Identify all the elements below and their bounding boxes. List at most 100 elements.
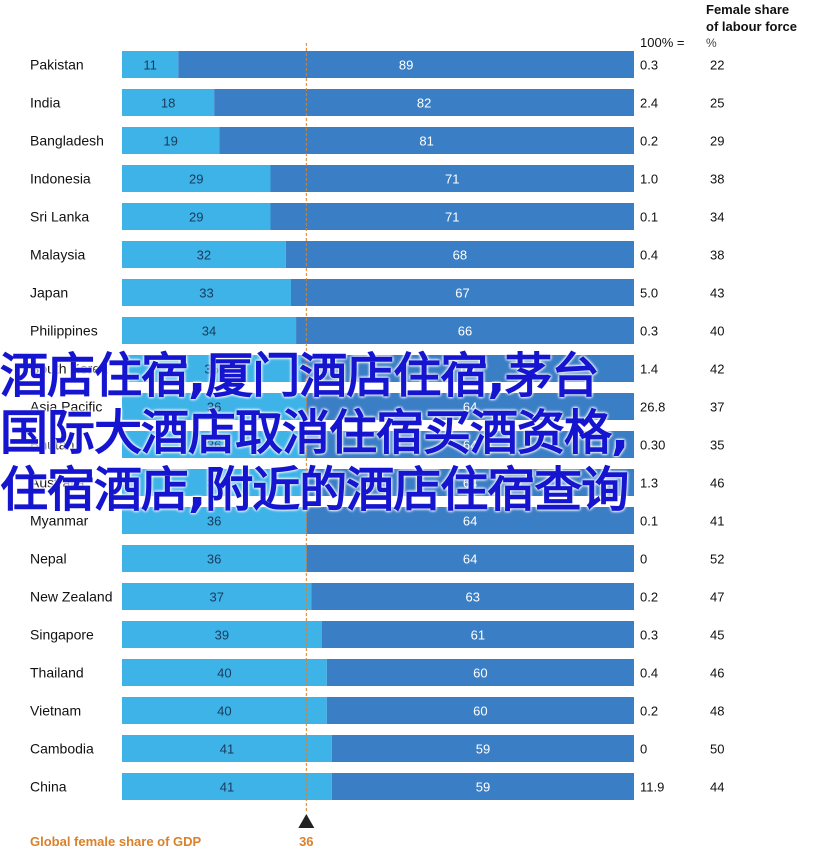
labour-share-value-singapore: 45: [710, 628, 724, 643]
country-label-indonesia: Indonesia: [30, 171, 91, 187]
labour-share-value-philippines: 40: [710, 324, 724, 339]
bar-rest-china: [331, 773, 634, 800]
bar-share-philippines: [122, 317, 297, 344]
bar-share-value-china: 41: [220, 780, 234, 795]
labour-share-value-asia-pacific: 37: [710, 400, 724, 415]
gdp-value-sri-lanka: 0.1: [640, 210, 658, 225]
bar-share-vietnam: [122, 697, 327, 724]
bar-share-value-myanmar: 36: [207, 514, 221, 529]
labour-share-value-vietnam: 48: [710, 704, 724, 719]
bar-rest-asia-pacific: [306, 393, 634, 420]
bar-share-value-sri-lanka: 29: [189, 210, 203, 225]
country-label-philippines: Philippines: [30, 323, 98, 339]
bar-rest-value-cambodia: 59: [476, 742, 490, 757]
bar-share-sri-lanka: [122, 203, 271, 230]
bar-rest-value-south-korea: 65: [460, 362, 474, 377]
bar-share-value-philippines: 34: [202, 324, 216, 339]
bar-share-value-indonesia: 29: [189, 172, 203, 187]
right-header-title-1: Female share: [706, 2, 789, 17]
country-label-nepal: Nepal: [30, 551, 67, 567]
country-label-cambodia: Cambodia: [30, 741, 94, 757]
gdp-value-australia: 1.3: [640, 476, 658, 491]
country-label-sri-lanka: Sri Lanka: [30, 209, 89, 225]
labour-share-value-south-korea: 42: [710, 362, 724, 377]
bar-rest-value-philippines: 66: [458, 324, 472, 339]
bar-rest-sri-lanka: [270, 203, 634, 230]
bar-rest-bhutan: [306, 431, 634, 458]
bar-share-value-vietnam: 40: [217, 704, 231, 719]
gdp-value-singapore: 0.3: [640, 628, 658, 643]
country-label-pakistan: Pakistan: [30, 57, 84, 73]
country-label-thailand: Thailand: [30, 665, 84, 681]
bar-rest-south-korea: [301, 355, 634, 382]
bar-rest-value-vietnam: 60: [473, 704, 487, 719]
bar-share-value-cambodia: 41: [220, 742, 234, 757]
labour-share-value-thailand: 46: [710, 666, 724, 681]
labour-share-value-indonesia: 38: [710, 172, 724, 187]
bar-share-cambodia: [122, 735, 332, 762]
country-label-japan: Japan: [30, 285, 68, 301]
gdp-value-china: 11.9: [640, 780, 664, 795]
bar-rest-value-japan: 67: [455, 286, 469, 301]
bar-share-singapore: [122, 621, 322, 648]
gdp-value-asia-pacific: 26.8: [640, 400, 665, 415]
labour-share-value-india: 25: [710, 96, 724, 111]
gdp-value-vietnam: 0.2: [640, 704, 658, 719]
bar-rest-value-australia: 64: [463, 476, 477, 491]
bar-share-indonesia: [122, 165, 271, 192]
reference-value-label: 36: [299, 834, 313, 849]
bar-share-value-pakistan: 11: [143, 58, 157, 73]
bar-share-japan: [122, 279, 291, 306]
bar-rest-philippines: [296, 317, 634, 344]
bar-share-value-singapore: 39: [215, 628, 229, 643]
reference-marker-icon: [298, 814, 315, 828]
bar-rest-value-bangladesh: 81: [419, 134, 433, 149]
labour-share-value-china: 44: [710, 780, 724, 795]
bar-rest-india: [214, 89, 634, 116]
gdp-value-indonesia: 1.0: [640, 172, 658, 187]
gdp-header-label: 100% =: [640, 35, 684, 50]
country-label-australia: Australia: [30, 475, 85, 491]
bar-rest-nepal: [306, 545, 634, 572]
bar-rest-value-pakistan: 89: [399, 58, 413, 73]
bar-share-value-bangladesh: 19: [163, 134, 177, 149]
bar-rest-value-new-zealand: 63: [465, 590, 479, 605]
gdp-value-japan: 5.0: [640, 286, 658, 301]
labour-share-value-nepal: 52: [710, 552, 724, 567]
bar-rest-vietnam: [326, 697, 634, 724]
bar-share-new-zealand: [122, 583, 312, 610]
bar-share-malaysia: [122, 241, 286, 268]
bar-share-value-thailand: 40: [217, 666, 231, 681]
country-label-asia-pacific: Asia Pacific: [30, 399, 102, 415]
bar-share-bhutan: [122, 431, 307, 458]
bar-rest-thailand: [326, 659, 634, 686]
bar-rest-value-myanmar: 64: [463, 514, 477, 529]
bar-share-thailand: [122, 659, 327, 686]
bar-rest-myanmar: [306, 507, 634, 534]
bar-share-value-japan: 33: [199, 286, 213, 301]
gdp-value-india: 2.4: [640, 96, 658, 111]
bar-share-value-south-korea: 35: [204, 362, 218, 377]
gdp-value-malaysia: 0.4: [640, 248, 658, 263]
gdp-value-cambodia: 0: [640, 742, 647, 757]
bar-share-myanmar: [122, 507, 307, 534]
bar-rest-value-sri-lanka: 71: [445, 210, 459, 225]
bar-rest-singapore: [321, 621, 634, 648]
country-label-vietnam: Vietnam: [30, 703, 81, 719]
country-label-malaysia: Malaysia: [30, 247, 85, 263]
labour-share-value-bangladesh: 29: [710, 134, 724, 149]
bar-share-nepal: [122, 545, 307, 572]
bar-share-value-new-zealand: 37: [209, 590, 223, 605]
bar-rest-value-indonesia: 71: [445, 172, 459, 187]
labour-share-value-myanmar: 41: [710, 514, 724, 529]
bar-share-india: [122, 89, 215, 116]
bar-rest-pakistan: [178, 51, 634, 78]
gdp-value-thailand: 0.4: [640, 666, 658, 681]
country-label-singapore: Singapore: [30, 627, 94, 643]
gdp-value-bhutan: 0.30: [640, 438, 665, 453]
labour-share-value-sri-lanka: 34: [710, 210, 724, 225]
bar-share-south-korea: [122, 355, 302, 382]
bar-rest-value-asia-pacific: 64: [463, 400, 477, 415]
bar-rest-value-nepal: 64: [463, 552, 477, 567]
country-label-new-zealand: New Zealand: [30, 589, 113, 605]
